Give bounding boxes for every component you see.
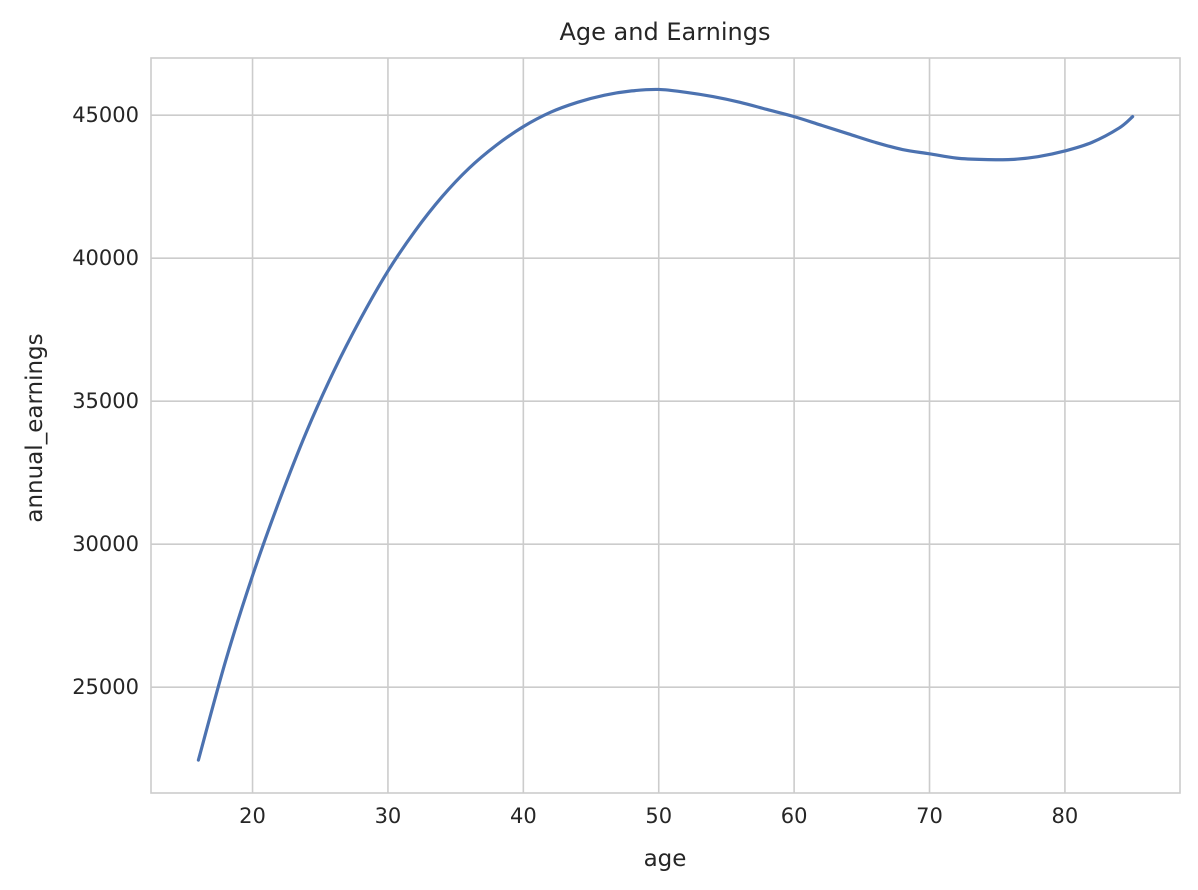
y-axis-label: annual_earnings xyxy=(22,333,48,522)
earnings-line xyxy=(196,87,1135,762)
x-tick-label: 80 xyxy=(1052,804,1079,828)
x-tick-label: 30 xyxy=(375,804,402,828)
chart-title: Age and Earnings xyxy=(560,18,771,46)
x-axis-label: age xyxy=(644,846,687,872)
x-tick-label: 70 xyxy=(916,804,943,828)
x-tick-labels: 20 30 40 50 60 70 80 xyxy=(239,804,1078,828)
series-layer xyxy=(196,87,1135,762)
y-tick-label: 40000 xyxy=(72,246,139,270)
y-tick-label: 35000 xyxy=(72,389,139,413)
x-tick-label: 50 xyxy=(645,804,672,828)
x-tick-label: 20 xyxy=(239,804,266,828)
grid xyxy=(151,58,1180,793)
plot-frame xyxy=(150,57,1181,794)
x-tick-label: 60 xyxy=(781,804,808,828)
y-tick-label: 25000 xyxy=(72,675,139,699)
y-tick-label: 45000 xyxy=(72,103,139,127)
y-tick-label: 30000 xyxy=(72,532,139,556)
y-tick-labels: 25000 30000 35000 40000 45000 xyxy=(72,103,139,699)
x-tick-label: 40 xyxy=(510,804,537,828)
